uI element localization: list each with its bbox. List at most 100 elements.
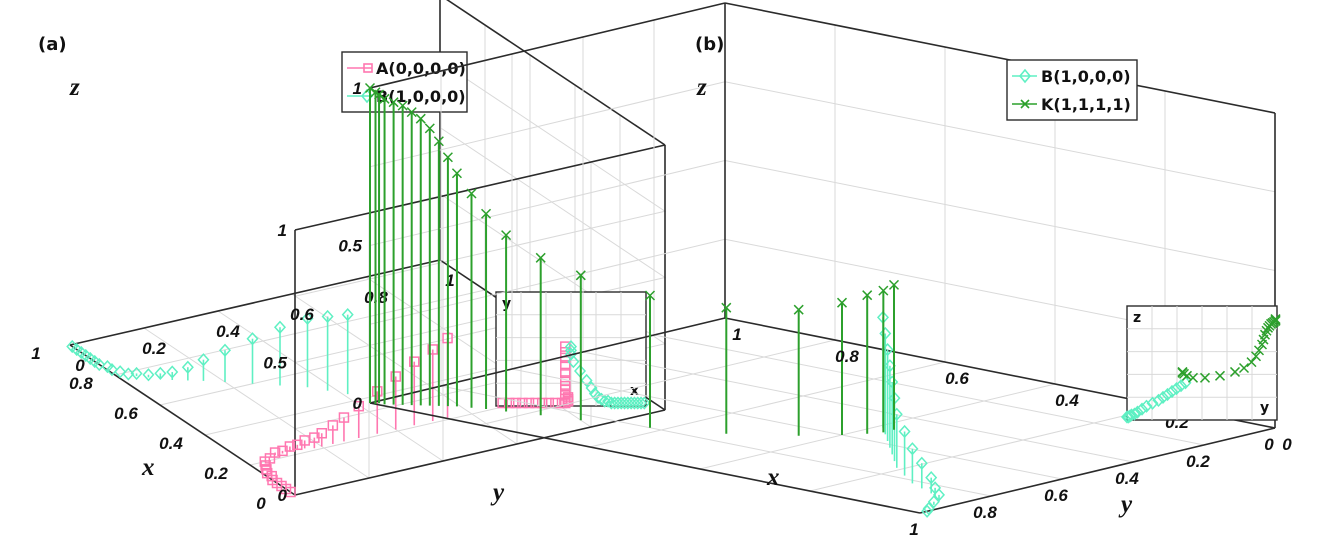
diamond-marker [142,368,155,382]
inset-diamond-marker [608,396,621,410]
inset-x-marker [1238,362,1250,374]
inset-diamond-marker [1179,376,1192,390]
inset-square-marker [560,367,571,379]
x-tick-label: 1 [31,344,40,363]
x-marker [721,302,732,313]
inset-diamond-marker [1152,393,1165,407]
inset-series-2 [564,339,651,410]
inset-diamond-marker [1156,390,1170,405]
legend-b-series2-x-marker [1020,99,1030,109]
diamond-marker [181,360,194,374]
z-tick-label: 1 [353,79,362,98]
panel-b-inset: z y [1120,305,1281,424]
diamond-marker [93,357,106,372]
series-2 [364,82,900,436]
axis-edge [446,0,666,146]
x-marker [793,304,804,315]
inset-x-marker [1177,366,1188,377]
inset-diamond-marker [1170,381,1183,396]
grid-line [369,2,1276,114]
y-tick-label: 1 [732,325,741,344]
diamond-marker [879,326,892,341]
grid-line [369,81,1276,193]
diamond-marker [218,343,232,357]
grid-line [809,405,1166,492]
x-tick-label: 0.6 [1044,486,1068,505]
inset-square-marker [550,397,561,409]
inset-series-1 [1120,376,1192,424]
panel-a-legend: A(0,0,0,0) B(1,0,0,0) [341,51,468,113]
z-tick-label: 0.5 [338,237,362,256]
diamond-marker [915,456,928,470]
y-tick-label: 0.8 [835,347,859,366]
grid-line [582,351,1134,463]
inset-square-marker [560,380,571,392]
inset-x-marker [1250,351,1262,362]
z-tick-label: 0.5 [263,354,287,373]
panel-a-xlabel: x [141,454,155,481]
inset-x-marker [1246,357,1257,368]
grid-line [440,385,992,497]
panel-b-inset-ylabel: z [1133,310,1141,326]
x-marker [424,123,435,134]
series-2 [66,308,354,395]
x-tick-label: 0.8 [973,503,997,522]
y-tick-label: 1 [445,271,454,290]
x-tick-label: 0.4 [159,434,183,453]
grid-line [143,327,370,479]
panel-a-inset-xlabel: x [630,383,639,399]
panel-a-inset-series [497,339,651,410]
inset-diamond-marker [605,396,618,410]
diamond-marker [886,375,899,389]
inset-square-marker [536,397,548,409]
diamond-marker [321,309,334,324]
panel-b-inset-xlabel: y [1260,400,1269,416]
diamond-marker [922,501,935,516]
x-marker [433,136,444,147]
axis-edge [369,2,726,89]
diamond-marker [246,332,259,346]
square-marker [269,447,281,458]
x-tick-label: 0.4 [1115,469,1139,488]
inset-diamond-marker [595,392,608,406]
square-marker [284,441,296,452]
x-tick-label: 0.6 [114,404,138,423]
x-marker [862,290,873,301]
panel-a-series [66,308,453,498]
panel-a-zlabel: z [69,74,80,101]
inset-diamond-marker [567,355,580,369]
inset-square-marker [503,397,515,409]
y-tick-label: 0.6 [290,305,314,324]
inset-diamond-marker [1135,402,1149,416]
inset-diamond-marker [602,394,615,408]
panel-a-legend-box [341,51,468,113]
square-marker [353,400,364,412]
inset-square-marker [560,360,571,371]
inset-diamond-marker [588,386,601,401]
x-marker [878,285,889,296]
inset-x-marker [1253,345,1265,356]
diamond-marker [906,442,919,456]
grid-line [114,289,486,376]
inset-diamond-marker [1165,384,1179,399]
legend-b-series1-label: B(1,0,0,0) [1041,67,1131,86]
diamond-marker [197,353,210,367]
square-marker [372,386,383,397]
inset-diamond-marker [1174,379,1188,393]
x-marker [481,208,492,219]
panel-b-zlabel: z [696,74,707,101]
panel-b-ylabel: y [1118,491,1133,518]
diamond-marker [341,308,354,322]
grid-line [511,368,1063,480]
diamond-marker [927,495,940,509]
legend-b-series1-diamond-marker [1018,68,1032,84]
panel-b-xlabel: x [766,464,780,491]
inset-x-marker [1187,372,1199,383]
x-tick-label: 0.8 [69,374,93,393]
diamond-marker [154,366,167,381]
